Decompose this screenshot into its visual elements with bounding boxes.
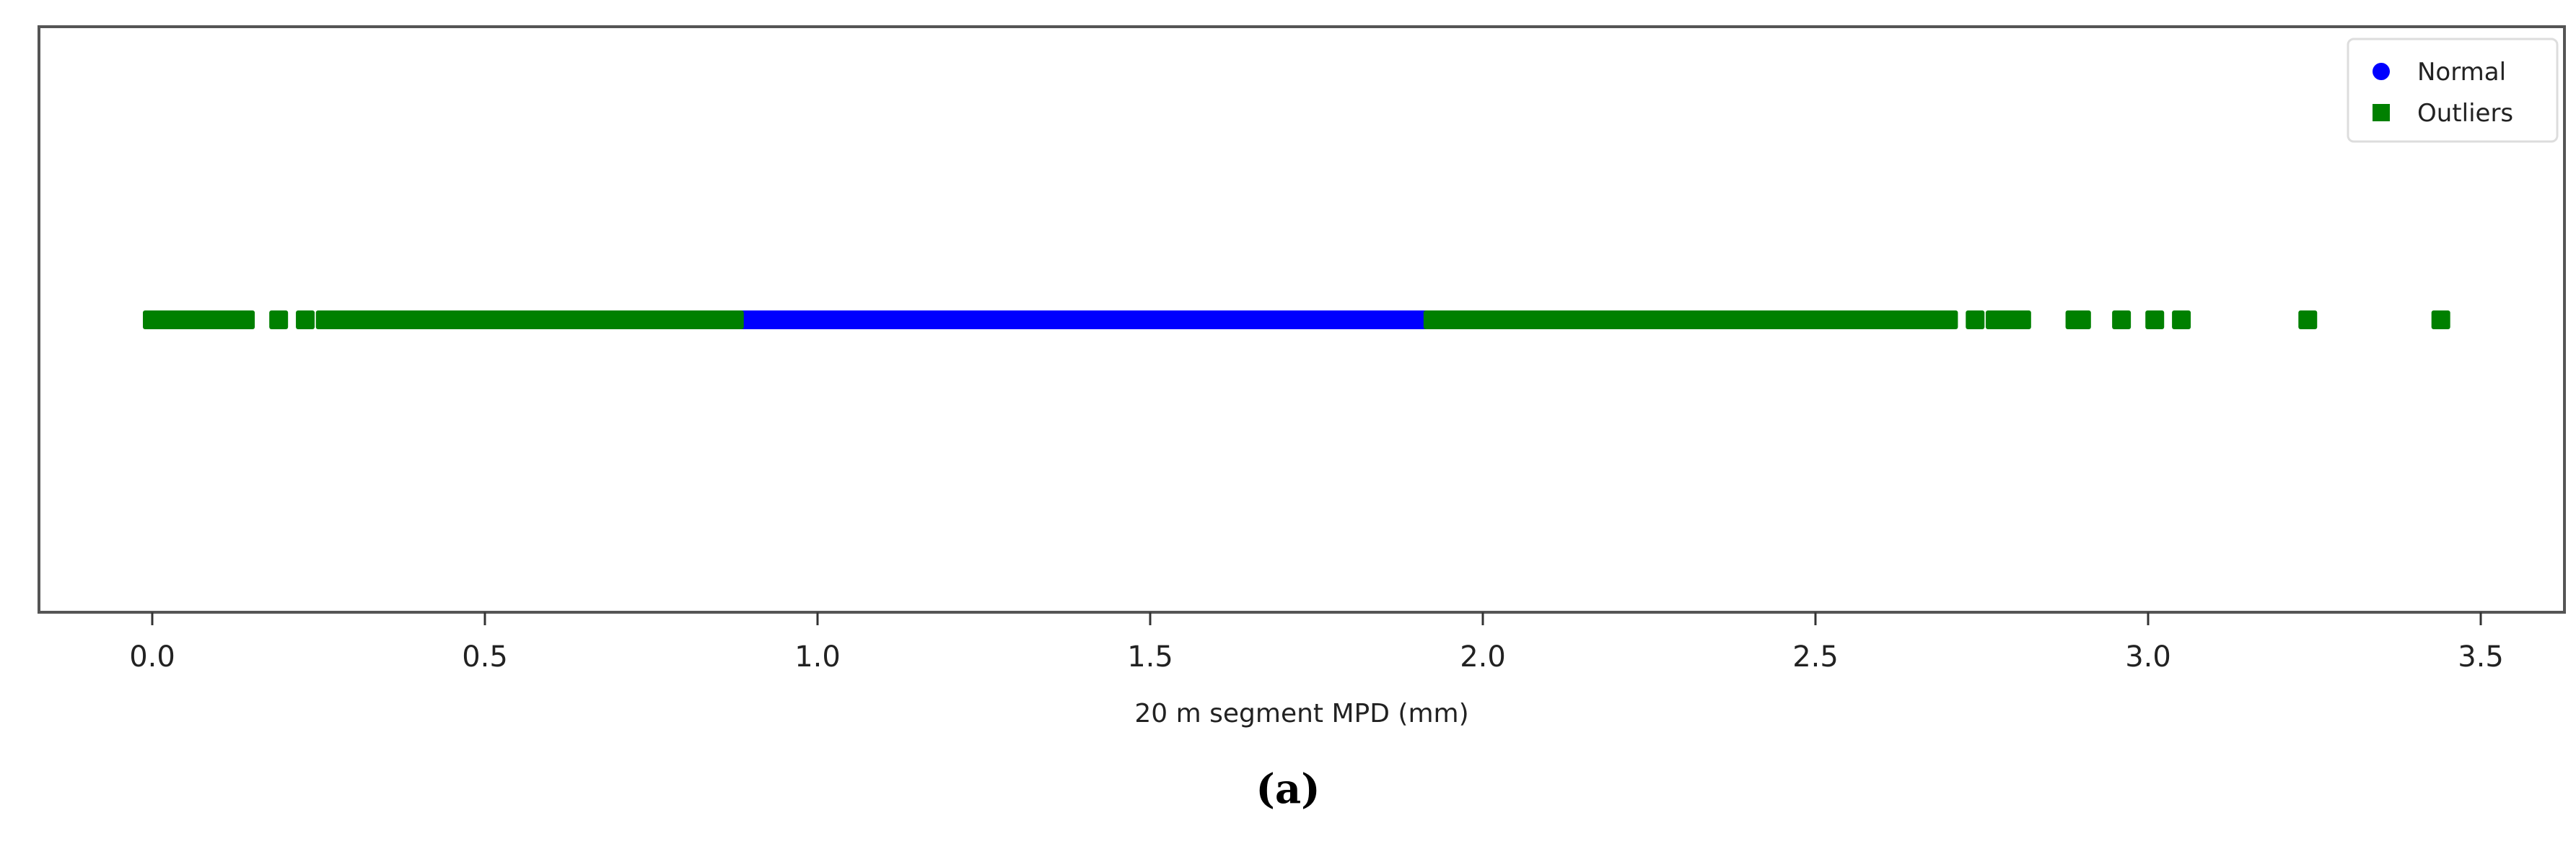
outliers-point: [2012, 310, 2031, 329]
outliers-point: [2172, 310, 2191, 329]
outliers-point: [2072, 310, 2091, 329]
normal-dense-band: [724, 310, 1442, 329]
outliers-point: [296, 310, 315, 329]
legend-normal-marker-icon: [2373, 63, 2390, 80]
x-axis-label: 20 m segment MPD (mm): [1134, 699, 1468, 728]
legend-normal-label: Normal: [2417, 58, 2506, 87]
outliers-dense-band: [1423, 310, 1958, 329]
legend-outliers-label: Outliers: [2417, 99, 2513, 128]
scatter-chart: 0.0 0.5 1.0 1.5 2.0 2.5 3.0 3.5 20 m segment MP…: [38, 25, 2566, 728]
x-tick-label: 1.5: [1127, 640, 1173, 674]
outliers-point: [2431, 310, 2450, 329]
data-points: [143, 310, 2450, 329]
legend-box: [2347, 38, 2559, 143]
x-tick-label: 0.5: [462, 640, 508, 674]
x-tick-label: 2.5: [1792, 640, 1839, 674]
outliers-point: [2298, 310, 2318, 329]
outliers-point: [2112, 310, 2132, 329]
x-tick-label: 0.0: [129, 640, 175, 674]
outliers-dense-band: [143, 310, 255, 329]
outliers-point: [269, 310, 289, 329]
legend-outliers-marker-icon: [2373, 104, 2390, 121]
outliers-dense-band: [315, 310, 744, 329]
x-axis: 0.0 0.5 1.0 1.5 2.0 2.5 3.0 3.5: [129, 612, 2504, 674]
outliers-point: [2145, 310, 2165, 329]
x-tick-label: 2.0: [1460, 640, 1506, 674]
outliers-point: [1966, 310, 1985, 329]
figure-caption: (a): [1256, 765, 1320, 813]
x-tick-label: 1.0: [794, 640, 841, 674]
x-tick-label: 3.0: [2125, 640, 2171, 674]
x-tick-label: 3.5: [2458, 640, 2504, 674]
legend: Normal Outliers: [2347, 38, 2559, 143]
